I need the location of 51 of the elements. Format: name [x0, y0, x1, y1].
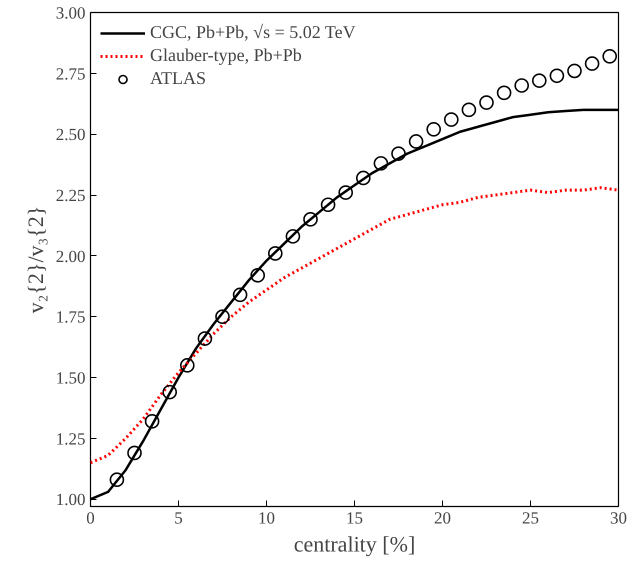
point: [127, 446, 142, 460]
point: [408, 134, 424, 149]
point: [374, 156, 388, 171]
point: [550, 68, 564, 84]
point: [232, 288, 248, 302]
x-axis-title: centrality [%]: [294, 532, 416, 556]
y-tick-label: 1.25: [56, 429, 86, 448]
point: [320, 197, 336, 212]
point: [144, 414, 160, 429]
legend-label: ATLAS: [150, 68, 206, 89]
y-tick-label: 2.75: [56, 64, 86, 84]
point: [426, 122, 441, 137]
point: [602, 49, 617, 64]
point: [444, 112, 459, 127]
point: [496, 86, 512, 100]
legend-label: CGC, Pb+Pb, √s = 5.02 TeV: [150, 22, 356, 43]
point: [286, 229, 300, 244]
point: [338, 185, 353, 200]
y-tick-label: 1.75: [56, 308, 86, 327]
point: [180, 358, 195, 373]
x-tick-label: 0: [86, 508, 95, 528]
point: [110, 472, 124, 488]
x-tick-label: 25: [522, 508, 539, 528]
point: [303, 212, 318, 227]
x-tick-label: 5: [174, 508, 183, 528]
x-tick-label: 20: [434, 508, 451, 528]
line-series: [90, 186, 618, 464]
y-tick-label: 2.00: [56, 246, 86, 266]
point: [584, 56, 600, 71]
point: [479, 95, 494, 110]
point: [215, 309, 230, 324]
y-tick-label: 1.50: [56, 368, 86, 388]
point: [162, 384, 177, 400]
point: [391, 146, 406, 161]
point: [567, 64, 582, 78]
y-tick-label: 2.25: [56, 186, 86, 206]
x-tick-label: 10: [258, 508, 275, 528]
point: [198, 331, 212, 346]
point: [514, 78, 529, 93]
y-tick-label: 3.00: [56, 4, 86, 22]
point: [250, 268, 265, 283]
point: [356, 170, 371, 186]
y-axis-title: v₂{2}/v₃{2}: [22, 206, 48, 314]
point: [462, 102, 476, 118]
legend-label: Glauber-type, Pb+Pb: [150, 45, 302, 66]
point: [532, 73, 547, 88]
y-tick-label: 2.50: [56, 125, 86, 144]
y-tick-label: 1.00: [56, 490, 86, 510]
point: [268, 246, 283, 261]
x-tick-label: 30: [610, 508, 627, 528]
x-tick-label: 15: [346, 508, 363, 528]
